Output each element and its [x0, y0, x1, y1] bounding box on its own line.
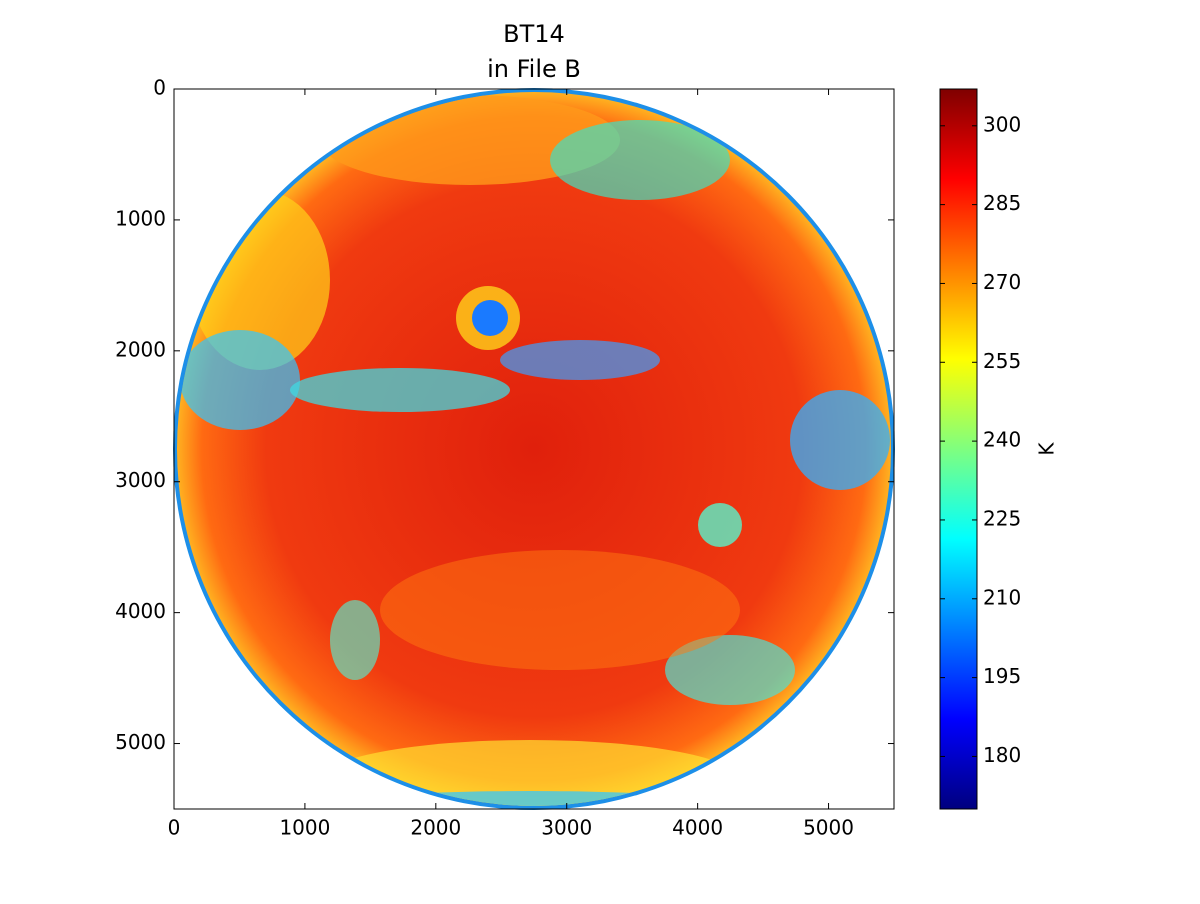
colorbar-tick-label: 285: [983, 191, 1021, 215]
y-tick-label: 5000: [115, 730, 166, 754]
x-tick-label: 3000: [541, 816, 592, 840]
colorbar-tick-label: 225: [983, 506, 1021, 530]
y-tick-label: 0: [153, 76, 166, 100]
x-tick-label: 2000: [410, 816, 461, 840]
chart-title: BT14: [503, 20, 565, 48]
satellite-image: [173, 88, 895, 810]
colorbar-tick-label: 240: [983, 428, 1021, 452]
colorbar-tick-label: 210: [983, 585, 1021, 609]
x-tick-label: 4000: [672, 816, 723, 840]
colorbar-tick-label: 180: [983, 743, 1021, 767]
chart-subtitle: in File B: [487, 55, 581, 83]
plot-frame: [173, 88, 895, 810]
colorbar-tick-label: 195: [983, 664, 1021, 688]
colorbar-tick-label: 300: [983, 112, 1021, 136]
y-tick-label: 4000: [115, 599, 166, 623]
x-tick-label: 1000: [279, 816, 330, 840]
x-tick-label: 5000: [803, 816, 854, 840]
colorbar-tick-label: 255: [983, 349, 1021, 373]
y-tick-label: 1000: [115, 206, 166, 230]
y-tick-label: 3000: [115, 468, 166, 492]
colorbar: [939, 88, 978, 810]
colorbar-label: K: [1035, 442, 1059, 456]
y-tick-label: 2000: [115, 337, 166, 361]
x-tick-label: 0: [168, 816, 181, 840]
colorbar-tick-label: 270: [983, 270, 1021, 294]
